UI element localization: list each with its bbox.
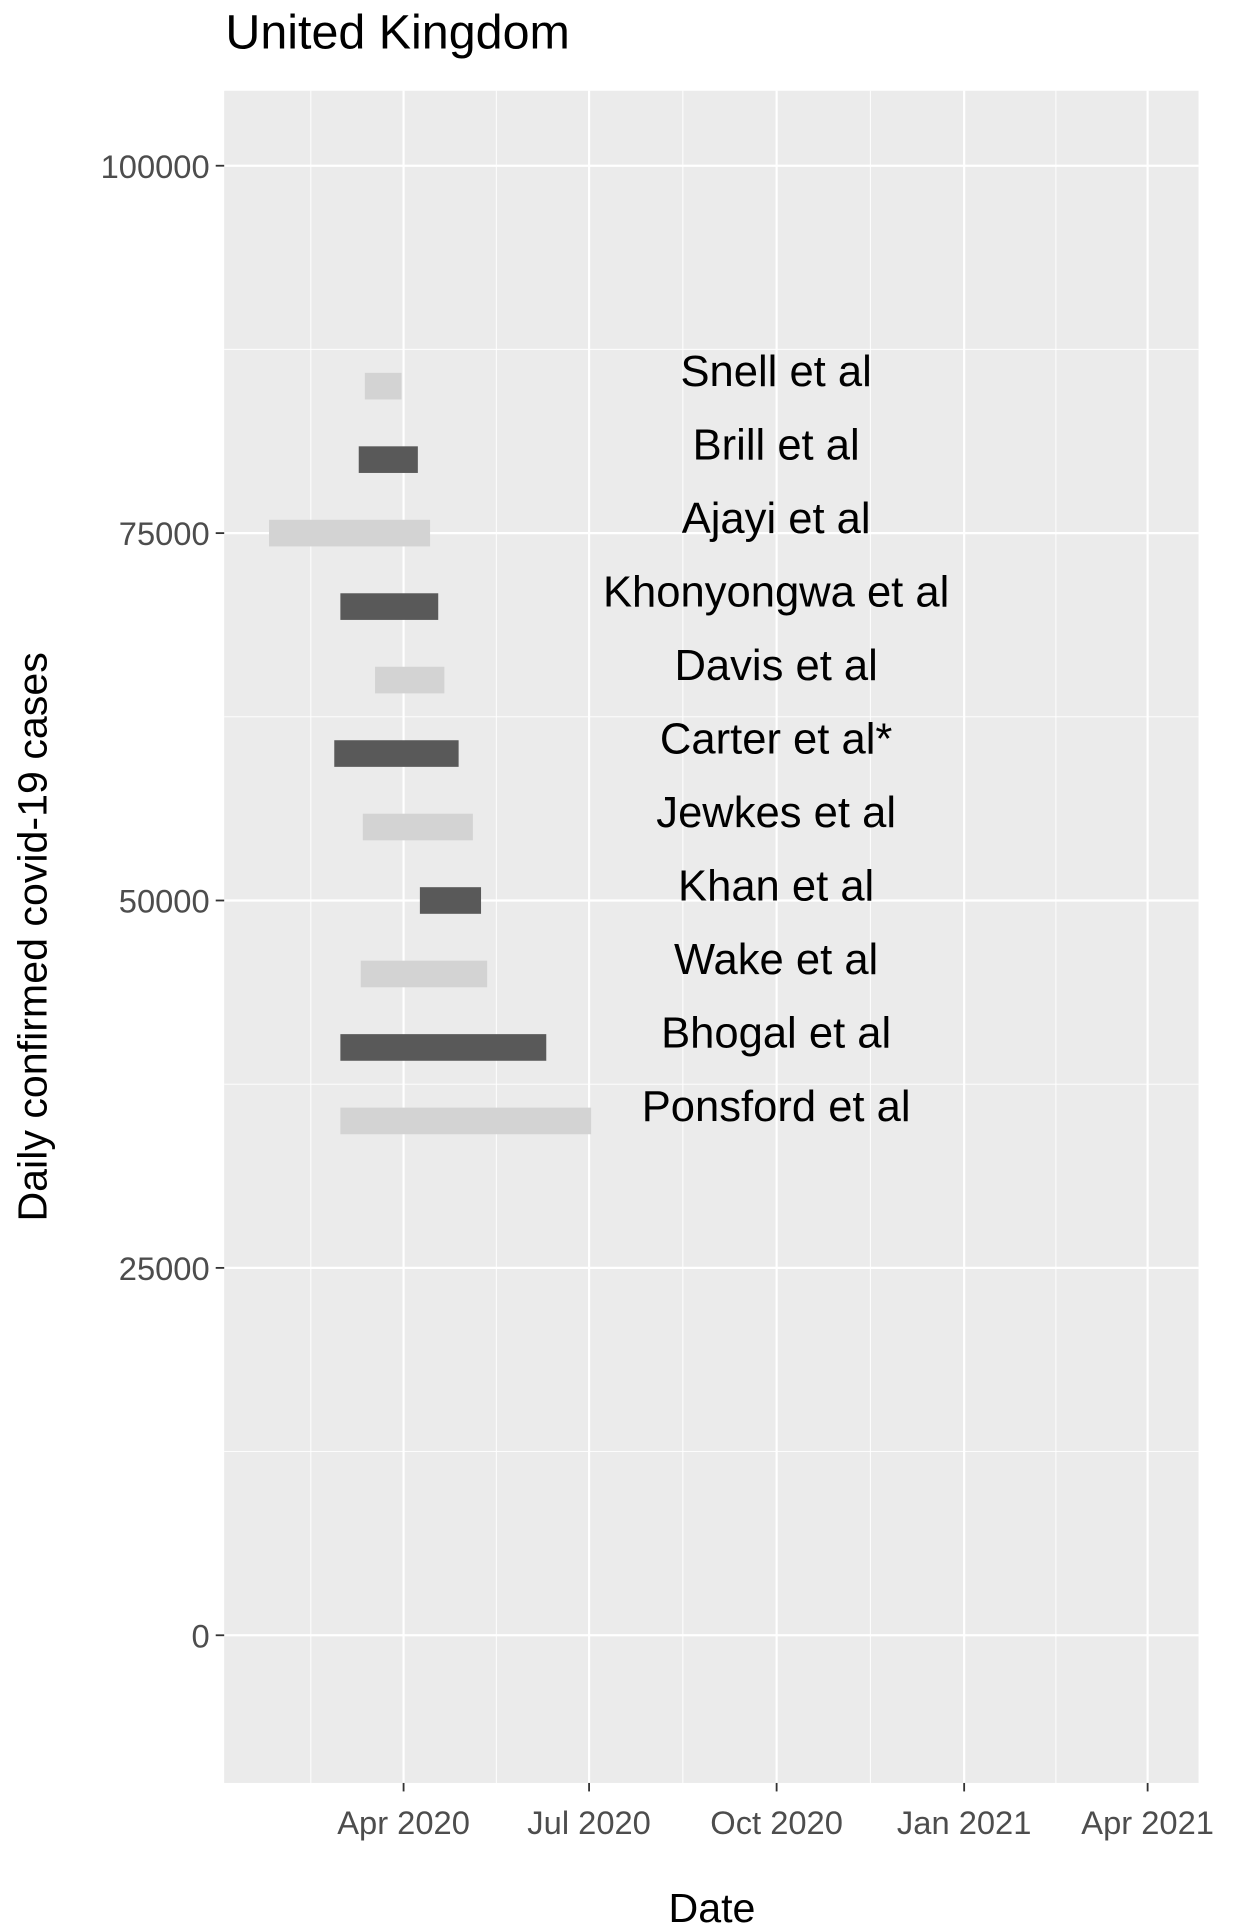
study-bar [360,960,488,988]
study-bar [364,372,402,400]
x-tick-label: Apr 2020 [337,1804,470,1841]
study-label: Davis et al [674,642,877,690]
study-bar [419,887,482,914]
study-label: Khan et al [678,862,874,910]
x-tick-label: Apr 2021 [1081,1804,1214,1841]
study-bar [340,1107,592,1135]
x-axis-title: Date [669,1885,756,1927]
study-bar [269,519,431,547]
y-tick-label: 0 [191,1617,209,1654]
x-tick-label: Jul 2020 [527,1804,651,1841]
study-label: Carter et al* [660,716,892,764]
study-label: Jewkes et al [656,789,896,837]
x-tick-label: Jan 2021 [897,1804,1031,1841]
study-bar [358,446,418,473]
y-tick-label: 75000 [119,515,210,552]
y-axis-title: Daily confirmed covid-19 cases [9,652,55,1221]
study-label: Bhogal et al [661,1009,891,1057]
y-tick-label: 100000 [101,148,210,185]
study-label: Ponsford et al [642,1083,911,1131]
plot-panel [224,90,1199,1783]
study-label: Khonyongwa et al [603,569,949,617]
study-bar [340,593,439,620]
study-label: Wake et al [674,936,878,984]
study-label: Brill et al [693,422,860,470]
study-label: Snell et al [680,348,871,396]
y-tick-label: 25000 [119,1250,210,1287]
study-bar [334,740,459,767]
y-tick-label: 50000 [119,883,210,920]
study-bar [375,666,445,694]
study-label: Ajayi et al [682,495,871,543]
study-bar [362,813,473,841]
study-bar [340,1034,547,1061]
chart-title: United Kingdom [225,5,569,59]
x-tick-label: Oct 2020 [710,1804,843,1841]
